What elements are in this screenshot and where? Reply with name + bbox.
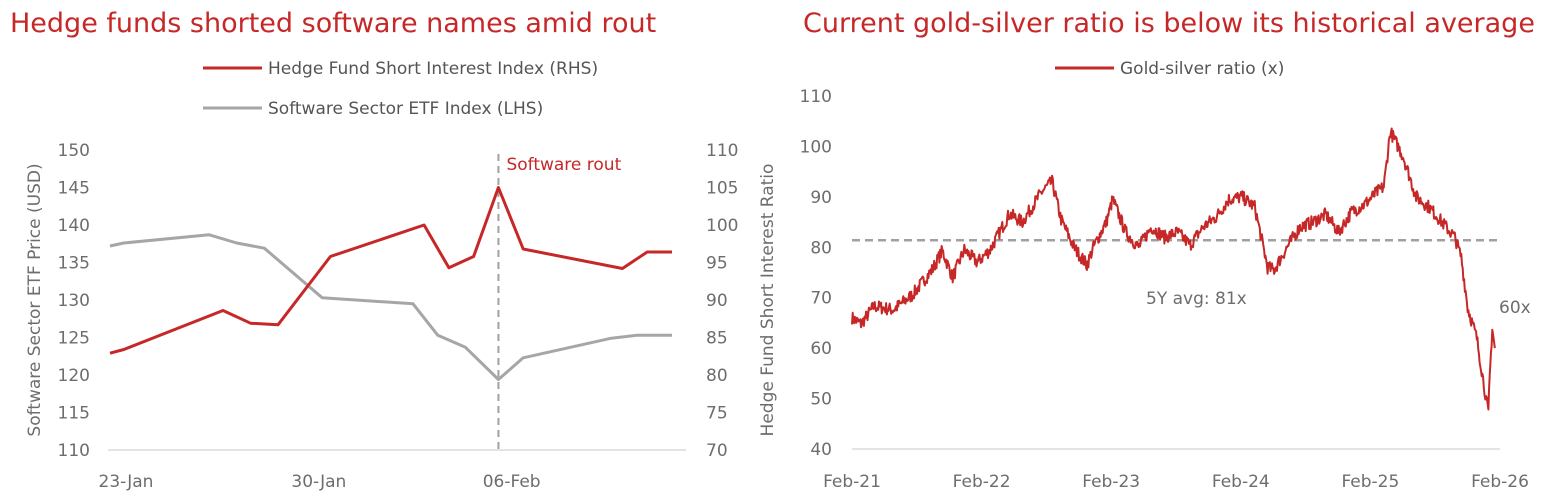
- right-y-tick-labels: 70 75 80 85 90 95 100 105 110: [706, 141, 738, 461]
- left-x-tick-label: 23-Jan: [99, 472, 154, 492]
- right-chart-x-tick-labels: Feb-21 Feb-22 Feb-23 Feb-24 Feb-25 Feb-26: [823, 472, 1529, 492]
- right-chart: Current gold-silver ratio is below its h…: [800, 8, 1535, 492]
- legend-label-gold-silver: Gold-silver ratio (x): [1120, 59, 1284, 79]
- series-end-label: 60x: [1499, 298, 1531, 318]
- legend-label-short-interest: Hedge Fund Short Interest Index (RHS): [268, 59, 598, 79]
- left-x-tick-label: 30-Jan: [291, 472, 346, 492]
- right-chart-y-tick-label: 40: [810, 440, 832, 460]
- left-y-tick-label: 120: [58, 366, 90, 386]
- series-line-software-etf: [109, 233, 672, 381]
- right-chart-title: Current gold-silver ratio is below its h…: [803, 8, 1535, 39]
- right-y-tick-label: 105: [706, 179, 738, 199]
- five-year-average-label: 5Y avg: 81x: [1146, 289, 1247, 309]
- right-chart-y-tick-label: 100: [800, 137, 832, 157]
- right-y-tick-label: 80: [706, 366, 728, 386]
- right-chart-y-tick-label: 50: [810, 390, 832, 410]
- right-chart-x-tick-label: Feb-25: [1341, 472, 1399, 492]
- left-y-tick-label: 140: [58, 216, 90, 236]
- right-chart-y-tick-label: 90: [810, 188, 832, 208]
- right-chart-x-tick-label: Feb-26: [1471, 472, 1529, 492]
- series-line-short-interest: [109, 186, 672, 355]
- right-chart-y-tick-label: 70: [810, 289, 832, 309]
- series-line-gold-silver-ratio: [851, 127, 1496, 411]
- left-x-tick-labels: 23-Jan 30-Jan 06-Feb: [99, 472, 541, 492]
- software-rout-annotation: Software rout: [506, 155, 621, 175]
- right-chart-y-tick-label: 80: [810, 238, 832, 258]
- right-y-tick-label: 75: [706, 404, 728, 424]
- legend-label-etf: Software Sector ETF Index (LHS): [268, 99, 543, 119]
- right-y-tick-label: 70: [706, 441, 728, 461]
- right-chart-x-tick-label: Feb-23: [1082, 472, 1140, 492]
- right-y-tick-label: 100: [706, 216, 738, 236]
- right-chart-x-tick-label: Feb-24: [1212, 472, 1270, 492]
- right-y-tick-label: 90: [706, 291, 728, 311]
- left-chart-title: Hedge funds shorted software names amid …: [10, 8, 656, 39]
- left-y-tick-label: 145: [58, 179, 90, 199]
- right-y-tick-label: 85: [706, 329, 728, 349]
- left-y-tick-label: 125: [58, 329, 90, 349]
- left-chart: Hedge funds shorted software names amid …: [10, 8, 778, 492]
- left-y-tick-label: 110: [58, 441, 90, 461]
- left-x-tick-label: 06-Feb: [483, 472, 541, 492]
- left-y-tick-label: 115: [58, 404, 90, 424]
- right-chart-x-tick-label: Feb-22: [953, 472, 1011, 492]
- right-chart-y-tick-label: 110: [800, 87, 832, 107]
- right-y-tick-label: 110: [706, 141, 738, 161]
- right-y-axis-title: Hedge Fund Short Interest Ratio: [758, 164, 778, 437]
- left-y-axis-title: Software Sector ETF Price (USD): [25, 163, 45, 436]
- left-y-tick-label: 130: [58, 291, 90, 311]
- right-chart-y-tick-labels: 40 50 60 70 80 90 100 110: [800, 87, 832, 460]
- right-chart-x-tick-label: Feb-21: [823, 472, 881, 492]
- right-chart-y-tick-label: 60: [810, 339, 832, 359]
- left-y-tick-label: 135: [58, 254, 90, 274]
- left-y-tick-labels: 110 115 120 125 130 135 140 145 150: [58, 141, 90, 461]
- left-y-tick-label: 150: [58, 141, 90, 161]
- right-y-tick-label: 95: [706, 254, 728, 274]
